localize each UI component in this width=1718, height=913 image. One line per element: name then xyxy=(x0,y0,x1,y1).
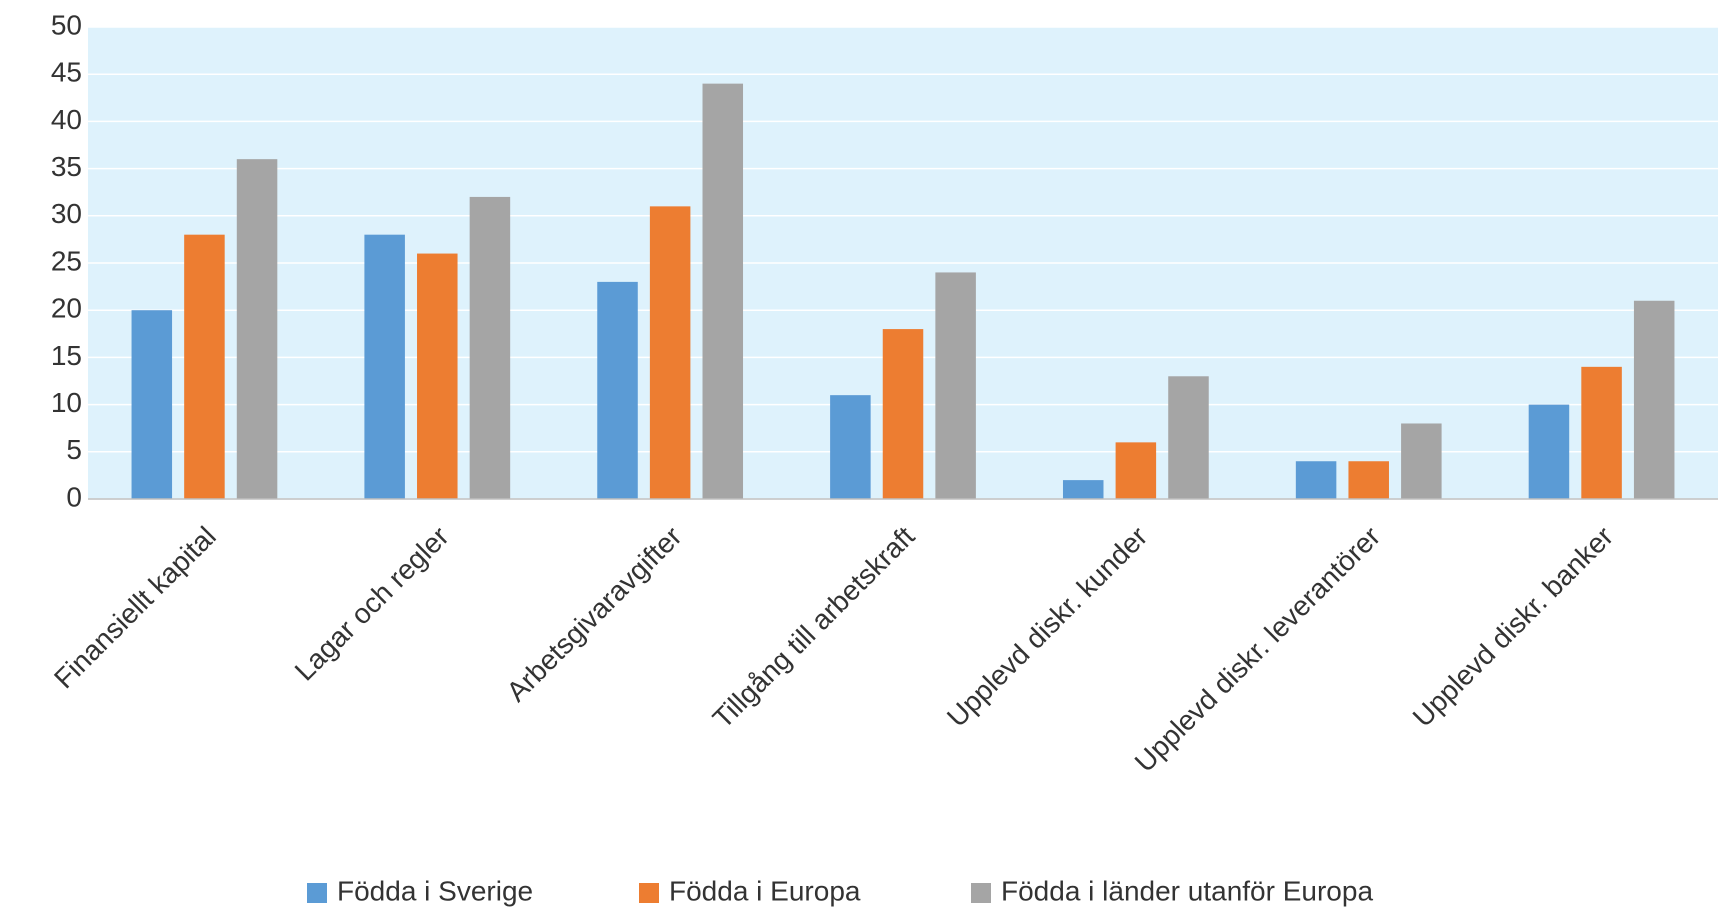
bar xyxy=(830,395,871,499)
y-tick-label: 40 xyxy=(51,104,82,135)
x-tick-label: Finansiellt kapital xyxy=(48,521,222,695)
legend-label: Födda i Sverige xyxy=(337,875,533,906)
bar xyxy=(1062,480,1104,499)
bar xyxy=(184,234,225,499)
bar xyxy=(1401,423,1442,499)
y-tick-label: 5 xyxy=(66,434,82,465)
bar xyxy=(236,159,278,499)
y-tick-label: 15 xyxy=(51,340,82,371)
legend-swatch xyxy=(639,883,659,903)
y-tick-label: 45 xyxy=(51,57,82,88)
legend-swatch xyxy=(971,883,991,903)
legend-label: Födda i Europa xyxy=(669,875,861,906)
y-tick-label: 20 xyxy=(51,293,82,324)
bar xyxy=(702,83,744,499)
y-tick-label: 10 xyxy=(51,387,82,418)
x-tick-label: Upplevd diskr. leverantörer xyxy=(1129,521,1386,778)
legend-label: Födda i länder utanför Europa xyxy=(1001,875,1373,906)
bar xyxy=(1348,461,1389,499)
bar xyxy=(1528,404,1570,499)
bar xyxy=(1115,442,1157,499)
bar xyxy=(364,234,405,499)
y-tick-label: 50 xyxy=(51,9,82,40)
bar xyxy=(1295,461,1337,499)
bar xyxy=(469,196,511,500)
y-tick-label: 30 xyxy=(51,198,82,229)
bar xyxy=(597,281,638,499)
x-tick-label: Upplevd diskr. banker xyxy=(1407,521,1619,733)
legend-swatch xyxy=(307,883,327,903)
x-tick-label: Tillgång till arbetskraft xyxy=(707,520,921,734)
x-tick-label: Lagar och regler xyxy=(289,521,455,687)
bar xyxy=(1581,366,1622,499)
x-tick-label: Upplevd diskr. kunder xyxy=(941,521,1153,733)
bar xyxy=(417,253,458,499)
bar xyxy=(882,329,924,499)
bar xyxy=(935,272,976,499)
bar xyxy=(1168,376,1209,499)
bar xyxy=(131,310,173,499)
y-tick-label: 0 xyxy=(66,481,82,512)
x-tick-label: Arbetsgivaravgifter xyxy=(501,521,688,708)
y-tick-label: 25 xyxy=(51,245,82,276)
bar xyxy=(1633,300,1675,499)
bar xyxy=(649,206,691,500)
y-tick-label: 35 xyxy=(51,151,82,182)
